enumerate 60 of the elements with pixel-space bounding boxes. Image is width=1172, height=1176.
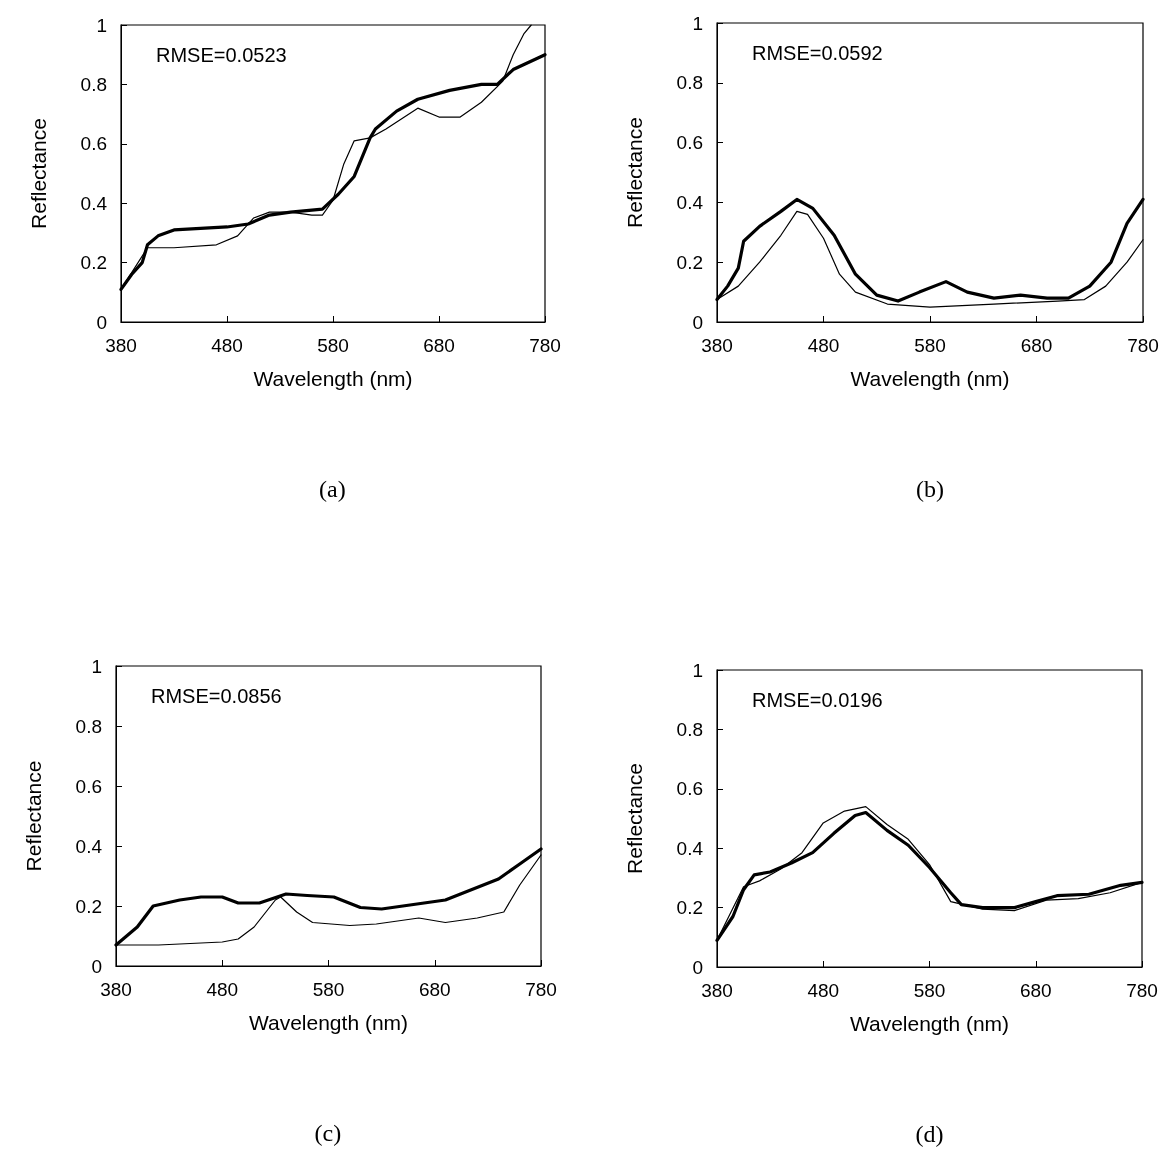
x-tick-label: 780 [529, 335, 561, 356]
x-tick-label: 480 [206, 979, 239, 1000]
x-tick-label: 680 [1020, 335, 1053, 356]
y-tick-label: 1 [692, 659, 703, 681]
y-tick-label: 0.6 [676, 778, 703, 800]
y-tick-label: 0.6 [75, 775, 102, 797]
x-tick-label: 480 [807, 980, 840, 1001]
annotation: RMSE=0.0523 [156, 44, 287, 66]
x-tick-label: 580 [317, 335, 349, 356]
x-tick-label: 380 [100, 979, 132, 1000]
y-tick-label: 0.4 [676, 191, 704, 213]
x-axis-title: Wavelength (nm) [849, 1012, 1010, 1035]
text: (d) [915, 1121, 944, 1147]
text: (a) [319, 476, 346, 502]
y-axis-title: Reflectance [623, 763, 646, 874]
text: (c) [314, 1120, 342, 1146]
x-tick-label: 580 [914, 335, 946, 356]
x-tick-label: 380 [701, 980, 733, 1001]
annotation: RMSE=0.0592 [752, 42, 883, 64]
annotation: RMSE=0.0196 [752, 689, 883, 711]
y-axis-title: Reflectance [27, 118, 50, 229]
y-tick-label: 0.8 [75, 715, 102, 737]
annotation: RMSE=0.0856 [151, 685, 282, 707]
y-axis-title: Reflectance [623, 117, 646, 228]
y-tick-label: 0.6 [676, 132, 703, 154]
y-tick-label: 0.8 [676, 718, 703, 740]
y-tick-label: 0.2 [75, 895, 102, 917]
x-axis-title: Wavelength (nm) [253, 367, 413, 390]
y-tick-label: 0.2 [80, 252, 107, 274]
x-tick-label: 780 [1127, 335, 1159, 356]
y-tick-label: 0.6 [80, 133, 107, 155]
x-tick-label: 780 [525, 979, 557, 1000]
y-tick-label: 0 [692, 311, 703, 333]
x-tick-label: 480 [807, 335, 840, 356]
y-tick-label: 1 [692, 12, 703, 34]
x-tick-label: 680 [1019, 980, 1052, 1001]
x-tick-label: 380 [105, 335, 137, 356]
y-tick-label: 0 [692, 956, 703, 978]
x-axis-title: Wavelength (nm) [850, 367, 1010, 390]
y-tick-label: 1 [96, 14, 107, 36]
x-tick-label: 780 [1126, 980, 1158, 1001]
y-tick-label: 0.2 [676, 897, 703, 919]
text: (b) [916, 476, 944, 502]
x-tick-label: 580 [913, 980, 946, 1001]
y-tick-label: 0.2 [676, 251, 703, 273]
x-axis-title: Wavelength (nm) [248, 1011, 409, 1034]
y-tick-label: 0.4 [676, 837, 704, 859]
y-tick-label: 1 [91, 655, 102, 677]
x-tick-label: 580 [312, 979, 345, 1000]
y-tick-label: 0.8 [676, 72, 703, 94]
x-tick-label: 680 [418, 979, 451, 1000]
y-tick-label: 0.4 [80, 192, 108, 214]
y-tick-label: 0 [91, 955, 102, 977]
y-tick-label: 0 [96, 311, 107, 333]
x-tick-label: 380 [701, 335, 733, 356]
y-tick-label: 0.4 [75, 835, 103, 857]
y-axis-title: Reflectance [22, 760, 45, 872]
x-tick-label: 480 [211, 335, 243, 356]
y-tick-label: 0.8 [80, 73, 107, 95]
x-tick-label: 680 [423, 335, 455, 356]
